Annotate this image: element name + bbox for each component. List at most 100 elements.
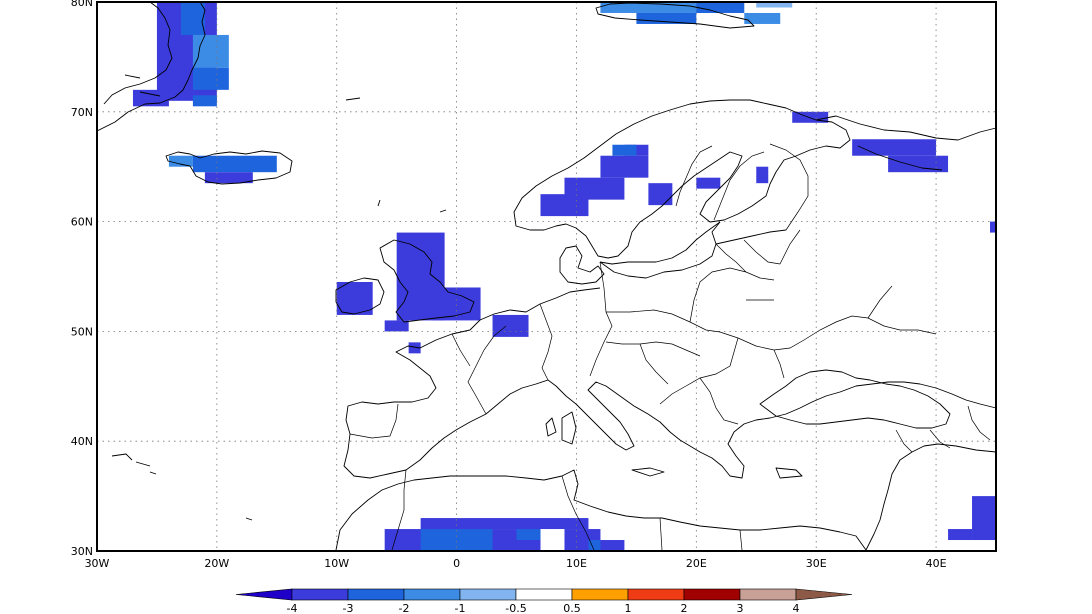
anomaly-cell-50	[948, 529, 973, 541]
anomaly-cell-10	[636, 12, 697, 24]
anomaly-cell-32	[732, 419, 805, 431]
colorbar-label-minus-2: -2	[399, 602, 410, 614]
anomaly-cell-25	[336, 281, 373, 315]
coastline-black-sea	[759, 369, 951, 429]
anomaly-cell-37	[864, 430, 901, 442]
anomaly-cell-22	[792, 111, 829, 123]
anomaly-cell-5	[192, 95, 217, 107]
anomaly-cell-21	[756, 166, 769, 184]
country-borders	[349, 143, 991, 551]
lat-label-80n: 80N	[71, 0, 93, 9]
anomaly-cell-29	[492, 314, 529, 337]
lon-label-40e: 40E	[926, 557, 947, 570]
colorbar-label-minus-4: -4	[287, 602, 298, 614]
lon-label-10w: 10W	[324, 557, 349, 570]
coastline-north-africa	[335, 469, 867, 551]
anomaly-cell-11	[696, 2, 745, 13]
borders-layer	[349, 143, 991, 551]
anomaly-cell-12	[744, 12, 781, 24]
anomaly-cell-46	[516, 529, 541, 541]
latitude-labels: 80N 70N 60N 50N 40N 30N	[71, 0, 93, 558]
colorbar-extend-low	[235, 588, 293, 601]
coastline-kola-russia	[815, 115, 997, 171]
lon-label-30e: 30E	[806, 557, 827, 570]
coastline-levant	[865, 443, 997, 551]
colorbar-label-4: 4	[793, 602, 800, 614]
anomaly-cell-43	[420, 518, 589, 530]
colorbar-label-minus-0-5: -0.5	[505, 602, 526, 614]
anomaly-cell-36	[828, 430, 853, 442]
colorbar-label-minus-3: -3	[343, 602, 354, 614]
coastline-islands	[111, 97, 803, 521]
colorbar-extend-high	[795, 588, 853, 601]
lon-label-0: 0	[453, 557, 460, 570]
anomaly-cell-28	[384, 320, 409, 332]
lat-label-60n: 60N	[71, 216, 93, 229]
anomaly-cell-39	[912, 408, 949, 425]
anomaly-cell-38	[852, 408, 901, 420]
anomaly-cell-16	[600, 155, 649, 178]
anomaly-cell-24	[888, 155, 949, 173]
coastline-scandinavia	[513, 99, 851, 259]
anomaly-cell-8	[204, 172, 253, 184]
colorbar-label-2: 2	[681, 602, 688, 614]
lon-label-10e: 10E	[566, 557, 587, 570]
anomaly-cell-20	[696, 177, 721, 189]
colorbar-segment-6	[627, 588, 685, 601]
anomaly-cell-34	[732, 441, 781, 458]
colorbar-segment-3	[459, 588, 517, 601]
map-frame	[96, 1, 997, 552]
colorbar-segment-0	[291, 588, 349, 601]
anomaly-cell-49	[972, 496, 996, 541]
colorbar-segment-8	[739, 588, 797, 601]
anomaly-cell-23	[852, 139, 937, 156]
anomaly-cell-15	[564, 177, 625, 200]
anomaly-cell-31	[990, 221, 996, 233]
colorbar-label-minus-1: -1	[455, 602, 466, 614]
coastline-denmark	[559, 245, 605, 285]
anomaly-cell-41	[852, 540, 877, 551]
anomaly-cell-2	[192, 34, 229, 68]
longitude-labels: 30W 20W 10W 0 10E 20E 30E 40E	[85, 557, 947, 570]
colorbar-segment-1	[347, 588, 405, 601]
anomaly-cell-40	[948, 419, 973, 442]
lon-label-20e: 20E	[686, 557, 707, 570]
colorbar-labels: -4 -3 -2 -1 -0.5 0.5 1 2 3 4	[287, 602, 800, 614]
coastlines-layer	[96, 1, 997, 551]
lat-label-50n: 50N	[71, 325, 93, 338]
anomaly-cell-33	[756, 430, 829, 442]
anomaly-cell-3	[192, 67, 229, 90]
colorbar-segment-5	[571, 588, 629, 601]
lat-label-70n: 70N	[71, 106, 93, 119]
lon-label-20w: 20W	[204, 557, 229, 570]
coastline-baltic	[599, 221, 787, 279]
lat-label-30n: 30N	[71, 545, 93, 558]
anomaly-cell-35	[768, 386, 829, 420]
coastline-great-britain	[379, 239, 475, 323]
anomaly-cell-7	[192, 155, 277, 173]
lon-label-30w: 30W	[85, 557, 110, 570]
anomaly-cell-4	[132, 89, 169, 107]
coastline-svalbard	[595, 2, 755, 29]
anomaly-cell-45	[420, 529, 493, 551]
coastline-greenland	[96, 1, 206, 132]
anomaly-cell-9	[600, 2, 721, 13]
anomaly-cell-13	[756, 2, 793, 8]
colorbar-label-3: 3	[737, 602, 744, 614]
anomaly-cell-1	[180, 2, 205, 35]
colorbar-segment-4	[515, 588, 573, 601]
coastline-iceland	[165, 150, 293, 185]
colorbar-segment-2	[403, 588, 461, 601]
anomaly-cell-48	[600, 540, 625, 551]
anomaly-cells-layer	[132, 2, 996, 551]
anomaly-cell-6	[168, 155, 193, 167]
anomaly-cell-47	[588, 540, 601, 551]
anomaly-cell-30	[408, 342, 421, 354]
colorbar-segment-7	[683, 588, 741, 601]
lat-label-40n: 40N	[71, 435, 93, 448]
colorbar-label-1: 1	[625, 602, 632, 614]
anomaly-cell-18	[612, 144, 637, 156]
anomaly-cell-19	[648, 183, 673, 206]
gridlines-layer	[97, 2, 996, 551]
